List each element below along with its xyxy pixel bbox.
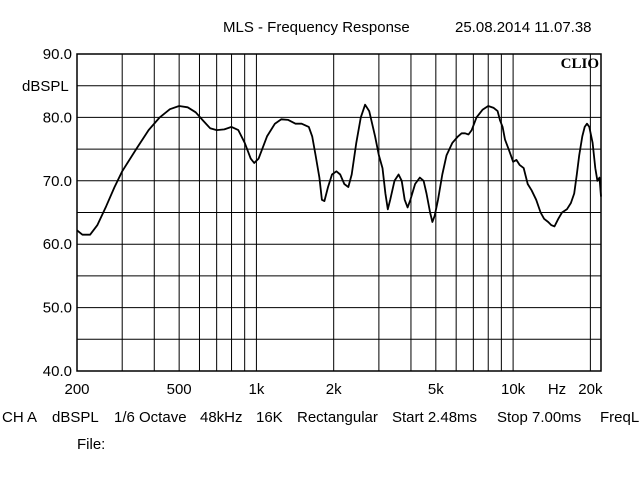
- y-tick-label: 50.0: [43, 300, 72, 317]
- x-tick-label: 1k: [248, 381, 264, 398]
- footer-channel: CH A: [2, 409, 38, 426]
- footer-file-label: File:: [77, 436, 106, 453]
- x-tick-label: 10k: [501, 381, 526, 398]
- chart-title: MLS - Frequency Response: [223, 19, 410, 36]
- curve-layer: [76, 103, 602, 236]
- footer-start: Start 2.48ms: [392, 409, 478, 426]
- y-tick-label: 40.0: [43, 363, 72, 380]
- y-tick-label: 90.0: [43, 46, 72, 63]
- x-tick-labels: 200 500 1k 2k 5k 10k 20k Hz: [64, 381, 602, 398]
- footer-window: Rectangular: [297, 409, 378, 426]
- grid: [77, 54, 601, 371]
- x-tick-label: 500: [167, 381, 192, 398]
- footer-smoothing: 1/6 Octave: [114, 409, 187, 426]
- footer-sample-rate: 48kHz: [200, 409, 243, 426]
- x-tick-label: 20k: [578, 381, 603, 398]
- plot-frame: [76, 53, 602, 372]
- x-axis-unit-label: Hz: [548, 381, 566, 398]
- x-tick-label: 2k: [326, 381, 342, 398]
- timestamp: 25.08.2014 11.07.38: [455, 19, 592, 36]
- footer-unit: dBSPL: [52, 409, 99, 426]
- footer-stop: Stop 7.00ms: [497, 409, 582, 426]
- y-tick-label: 80.0: [43, 109, 72, 126]
- response-curve: [76, 103, 602, 236]
- y-tick-labels: 90.0 80.0 70.0 60.0 50.0 40.0: [43, 46, 72, 380]
- x-tick-label: 200: [64, 381, 89, 398]
- footer-fft-size: 16K: [256, 409, 283, 426]
- x-tick-label: 5k: [428, 381, 444, 398]
- clio-brand: CLIO: [561, 56, 599, 72]
- y-tick-label: 70.0: [43, 173, 72, 190]
- y-axis-label: dBSPL: [22, 78, 69, 95]
- y-tick-label: 60.0: [43, 236, 72, 253]
- footer-freq-label: FreqL: [600, 409, 640, 426]
